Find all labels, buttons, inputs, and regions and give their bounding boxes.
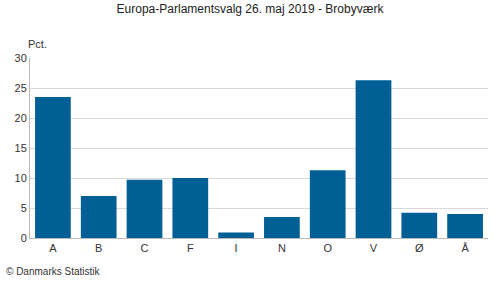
svg-text:Pct.: Pct. [28,38,47,50]
svg-text:B: B [95,242,102,254]
svg-text:Å: Å [461,242,469,254]
svg-text:© Danmarks Statistik: © Danmarks Statistik [6,266,101,277]
svg-text:Ø: Ø [415,242,424,254]
svg-text:F: F [187,242,194,254]
svg-text:0: 0 [21,232,27,244]
svg-text:20: 20 [15,112,27,124]
svg-text:V: V [370,242,378,254]
svg-text:15: 15 [15,142,27,154]
svg-text:I: I [235,242,238,254]
svg-text:25: 25 [15,82,27,94]
svg-text:C: C [141,242,149,254]
svg-text:10: 10 [15,172,27,184]
svg-text:N: N [278,242,286,254]
svg-text:5: 5 [21,202,27,214]
svg-text:30: 30 [15,52,27,64]
svg-text:A: A [49,242,57,254]
svg-text:O: O [323,242,332,254]
svg-text:Europa-Parlamentsvalg 26. maj: Europa-Parlamentsvalg 26. maj 2019 - Bro… [117,2,385,16]
